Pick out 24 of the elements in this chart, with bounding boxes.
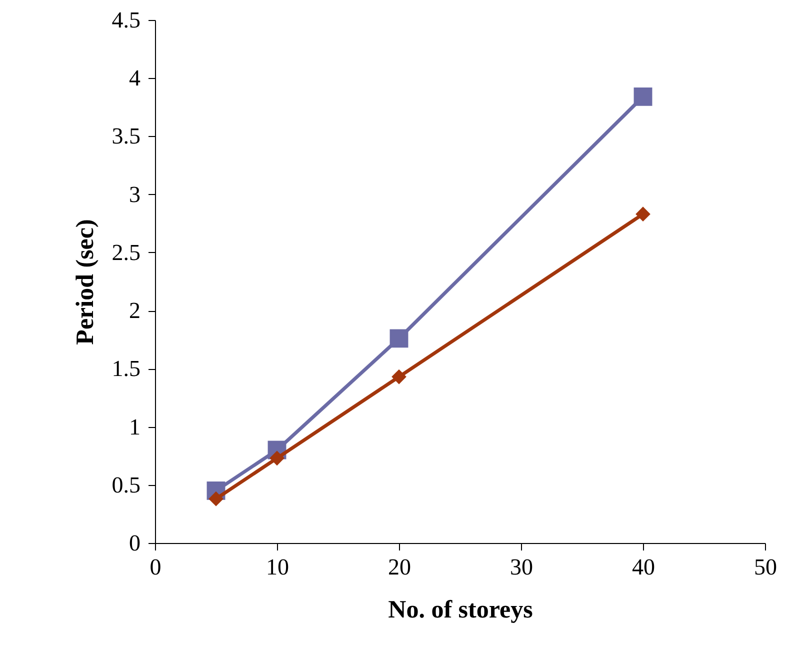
y-tick-label: 3.5 [112, 124, 140, 149]
y-tick-label: 4.5 [112, 8, 140, 32]
point [270, 450, 284, 466]
y-tick-label: 0 [129, 530, 140, 556]
y-tick-label: 1.5 [112, 356, 140, 382]
point [636, 206, 650, 222]
y-tick-label: 2.5 [112, 240, 140, 265]
x-tick-label: 50 [754, 554, 777, 580]
x-tick-label: 20 [388, 554, 411, 580]
y-tick-label: 2 [129, 298, 140, 324]
x-tick-label: 40 [632, 554, 655, 580]
x-tick-label: 30 [510, 554, 533, 580]
y-tick-label: 0.5 [112, 472, 140, 498]
x-tick-label: 10 [266, 554, 289, 580]
x-tick-label: 0 [150, 554, 162, 580]
x-axis-title: No. of storeys [388, 596, 534, 624]
y-axis-title: Period (sec) [72, 219, 99, 345]
point [634, 87, 652, 106]
point [392, 369, 406, 384]
point [208, 491, 224, 506]
y-tick-label: 1 [129, 414, 140, 440]
y-tick-label: 3 [129, 182, 140, 207]
y-tick-label: 4 [129, 66, 141, 91]
point [390, 329, 408, 348]
